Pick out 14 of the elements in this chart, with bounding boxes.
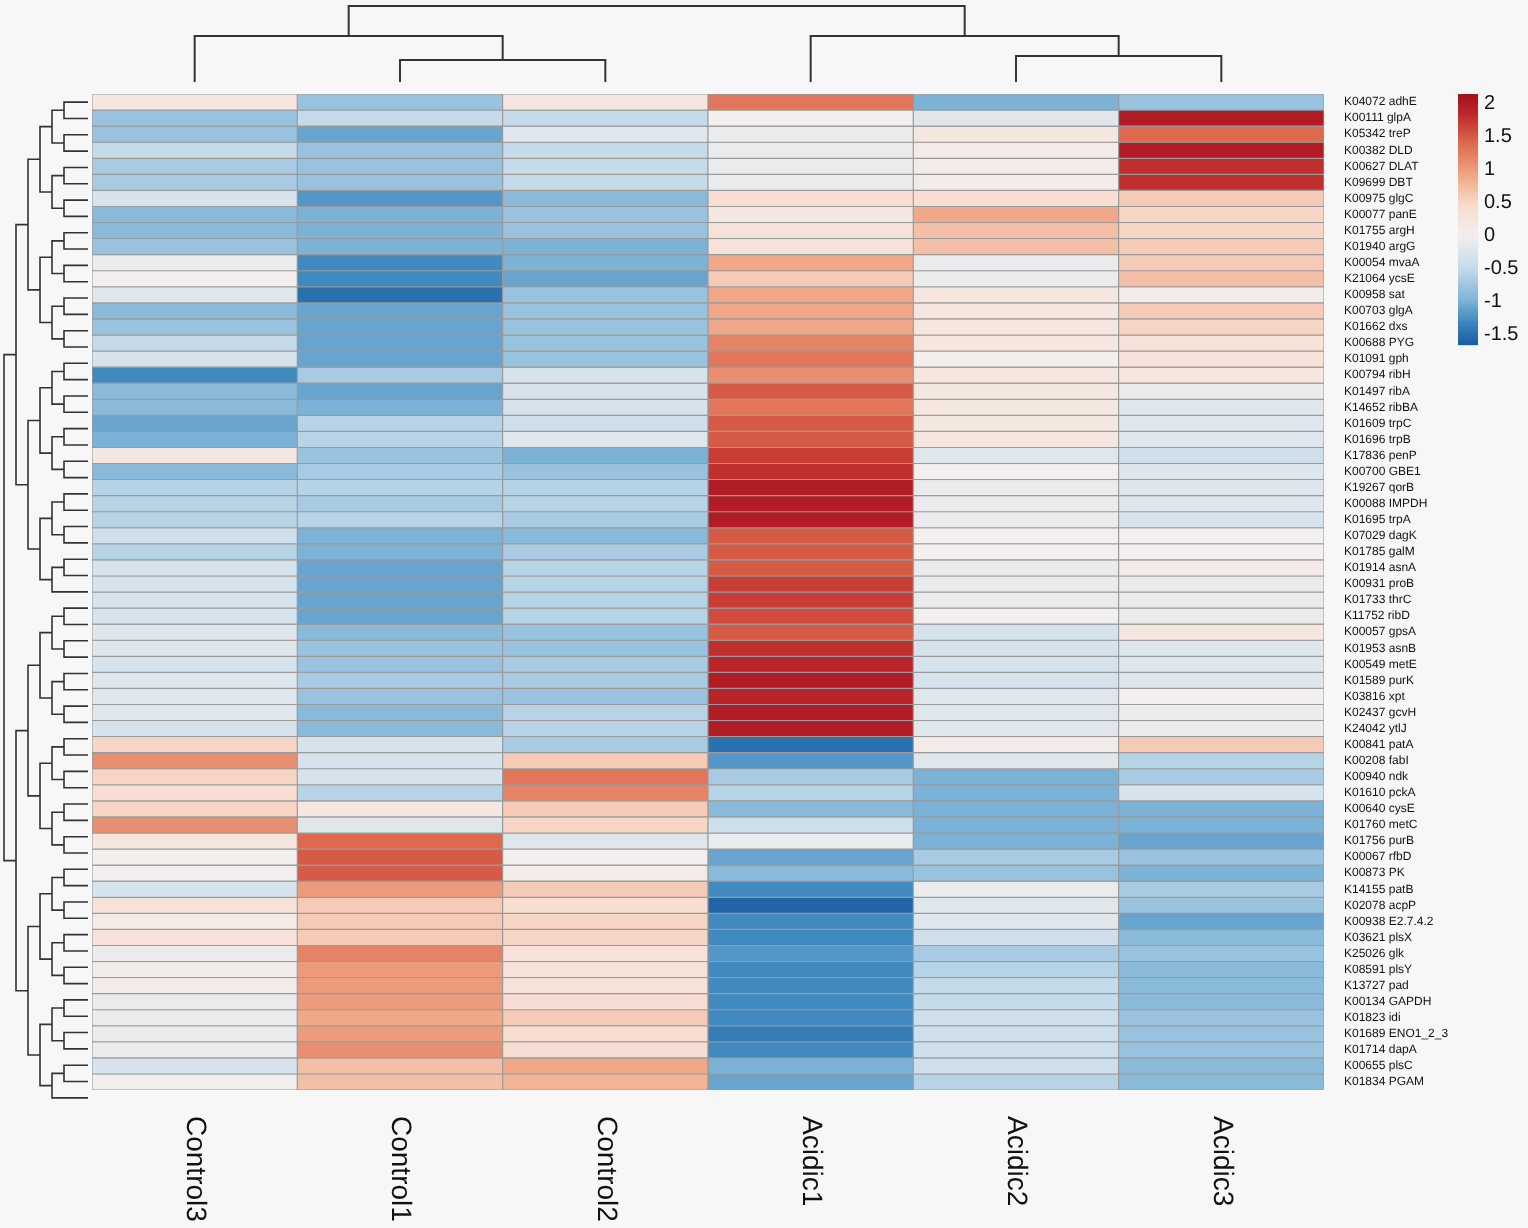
x-tick-label: Acidic2 [1002, 1116, 1035, 1207]
color-bar-label: -1.5 [1484, 323, 1520, 346]
x-tick-label: Control2 [591, 1116, 624, 1223]
x-tick-label: Acidic1 [796, 1116, 829, 1207]
color-bar-label: 2 [1484, 93, 1496, 116]
color-bar-label: 0 [1484, 224, 1496, 247]
x-tick-label: Control3 [180, 1116, 213, 1223]
color-bar-label: 1 [1484, 159, 1496, 182]
color-bar-label: 0.5 [1484, 192, 1513, 215]
color-bar-label: -0.5 [1484, 257, 1520, 280]
color-bar-label: -1 [1484, 290, 1503, 313]
color-bar-label: 1.5 [1484, 126, 1513, 149]
x-tick-label: Acidic3 [1207, 1116, 1240, 1207]
x-tick-label: Control1 [386, 1116, 419, 1223]
